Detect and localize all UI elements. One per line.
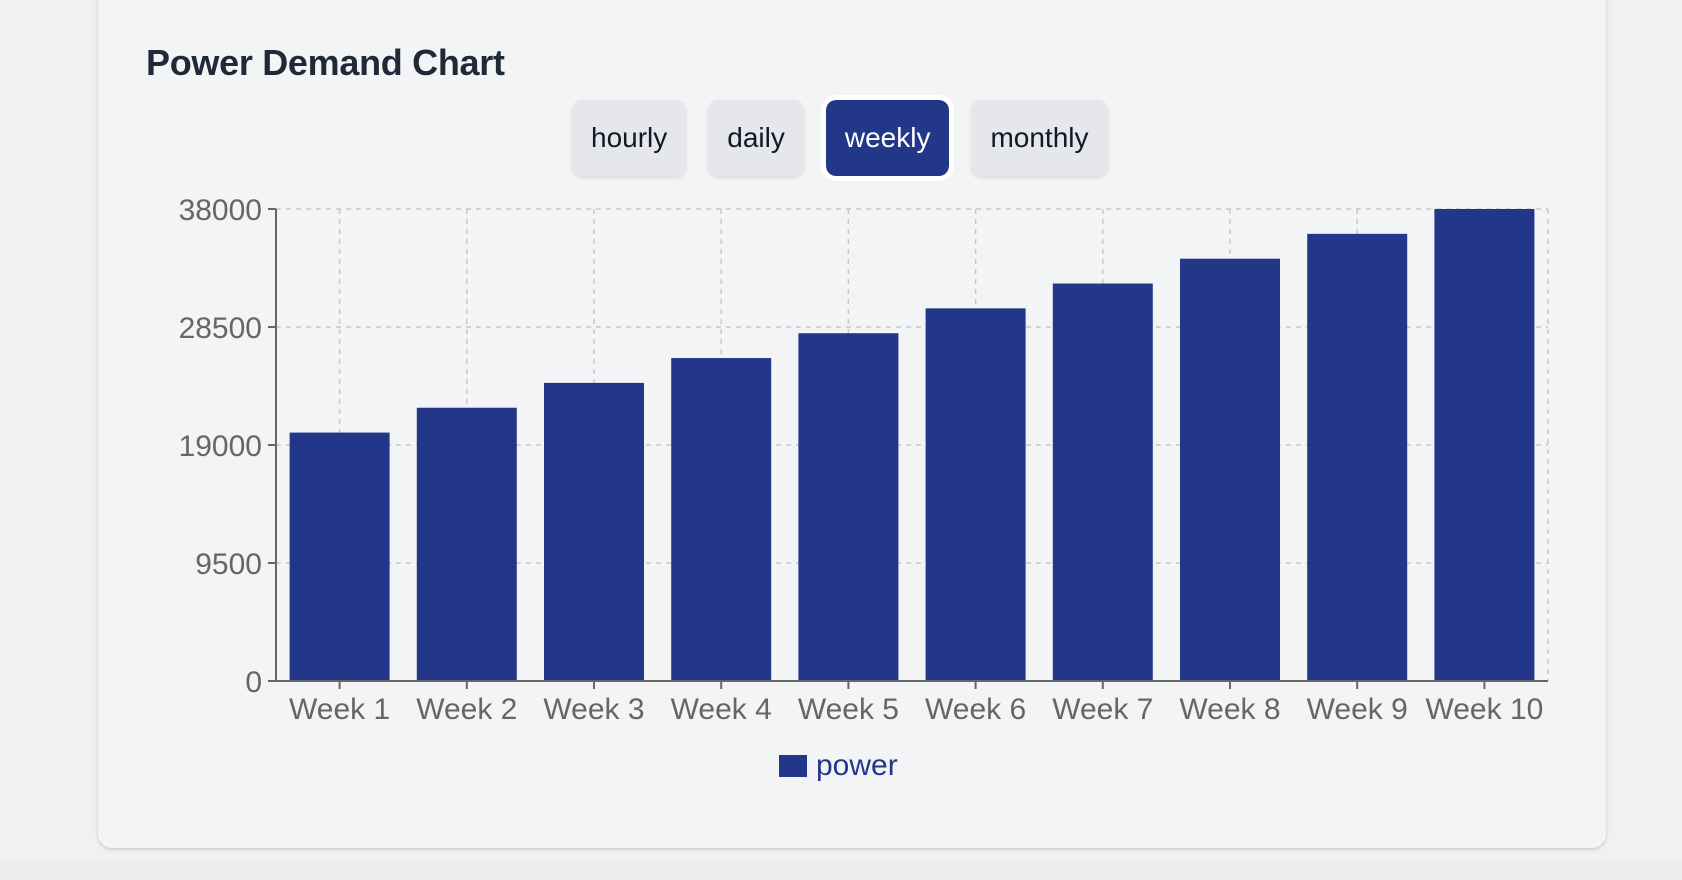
legend-label-power: power: [816, 749, 898, 782]
chart-title: Power Demand Chart: [146, 42, 505, 83]
y-tick-label-1: 9500: [195, 548, 262, 581]
x-tick-label-2: Week 3: [543, 693, 644, 726]
x-tick-label-8: Week 9: [1307, 693, 1408, 726]
y-tick-label-2: 19000: [179, 430, 262, 463]
x-tick-label-4: Week 5: [798, 693, 899, 726]
bar-week-1[interactable]: [289, 432, 390, 681]
page-bottom-strip: [0, 858, 1682, 880]
timeframe-tabs: hourly daily weekly monthly: [572, 95, 1108, 181]
bar-week-7[interactable]: [1052, 283, 1153, 681]
x-tick-label-1: Week 2: [416, 693, 517, 726]
y-tick-label-4: 38000: [179, 194, 262, 227]
bar-week-6[interactable]: [925, 308, 1026, 681]
y-tick-label-0: 0: [245, 666, 262, 699]
y-tick-label-3: 28500: [179, 312, 262, 345]
x-tick-label-5: Week 6: [925, 693, 1026, 726]
tab-hourly[interactable]: hourly: [572, 100, 687, 176]
bar-week-9[interactable]: [1307, 233, 1408, 681]
bar-week-8[interactable]: [1180, 258, 1280, 681]
x-tick-label-6: Week 7: [1052, 693, 1153, 726]
legend-swatch-power: [779, 755, 807, 777]
bar-week-10[interactable]: [1434, 209, 1535, 681]
x-tick-label-0: Week 1: [289, 693, 390, 726]
x-tick-label-9: Week 10: [1425, 693, 1543, 726]
tab-daily[interactable]: daily: [708, 100, 804, 176]
tab-monthly[interactable]: monthly: [971, 100, 1108, 176]
x-tick-label-3: Week 4: [671, 693, 772, 726]
chart-legend[interactable]: power: [779, 749, 898, 783]
bar-week-2[interactable]: [416, 407, 517, 681]
bar-week-5[interactable]: [798, 333, 899, 681]
x-tick-label-7: Week 8: [1179, 693, 1280, 726]
bar-week-4[interactable]: [671, 358, 772, 681]
tab-weekly[interactable]: weekly: [820, 95, 955, 181]
bar-week-3[interactable]: [544, 382, 644, 681]
